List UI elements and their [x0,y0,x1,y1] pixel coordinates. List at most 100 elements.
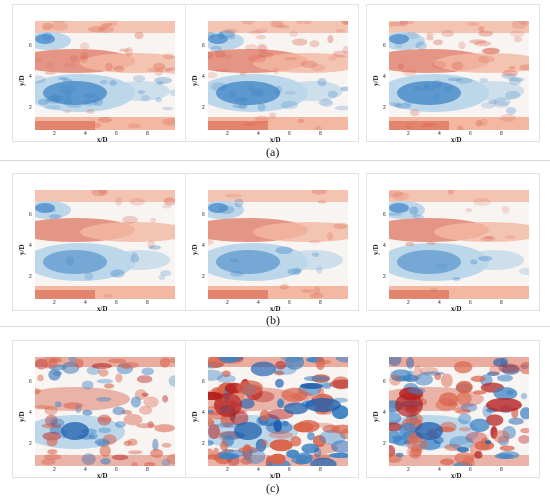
x-tick-label: 4 [84,131,87,137]
x-tick-label: 2 [53,131,56,137]
x-tick-label: 8 [146,300,149,306]
contour-field [389,190,529,299]
y-axis-label: y/D [191,75,199,86]
x-tick-label: 6 [288,467,291,473]
x-tick-label: 2 [226,300,229,306]
panel-a-3: 2 4 6 2 4 6 8 x/D y/D [366,4,540,144]
x-tick-label: 8 [500,131,503,137]
x-tick-label: 8 [500,300,503,306]
contour-image [35,190,175,299]
x-axis-label: x/D [451,305,462,313]
contour-field [208,21,348,130]
contour-image [208,190,348,299]
y-tick-label: 2 [383,274,386,280]
x-tick-label: 6 [115,131,118,137]
y-tick-label: 4 [202,410,205,416]
x-tick-label: 4 [257,467,260,473]
x-tick-label: 2 [407,467,410,473]
contour-field [208,357,348,466]
y-axis-label: y/D [191,411,199,422]
panel-label-a: (a) [266,145,280,159]
panel-a-1: 2 4 6 2 4 6 8 x/D y/D [12,4,186,144]
x-axis-label: x/D [451,472,462,480]
separator-middle [0,326,550,327]
y-tick-label: 2 [29,105,32,111]
panel-label-b: (b) [266,313,280,327]
panel-b-2: 2 4 6 2 4 6 8 x/D y/D [185,173,359,313]
x-tick-label: 6 [288,131,291,137]
x-tick-label: 2 [407,131,410,137]
contour-image [389,21,529,130]
x-axis-label: x/D [451,136,462,144]
x-tick-label: 6 [288,300,291,306]
y-tick-label: 4 [202,74,205,80]
y-tick-label: 2 [202,105,205,111]
contour-image [208,357,348,466]
panel-c-2: 2 4 6 2 4 6 8 x/D y/D [185,340,359,480]
panel-c-3: 2 4 6 2 4 6 8 x/D y/D [366,340,540,480]
y-axis-label: y/D [372,411,380,422]
x-axis-label: x/D [270,136,281,144]
y-axis-label: y/D [372,75,380,86]
y-tick-label: 6 [202,379,205,385]
x-tick-label: 6 [469,467,472,473]
y-tick-label: 4 [383,74,386,80]
y-tick-label: 2 [383,441,386,447]
y-axis-label: y/D [191,244,199,255]
y-tick-label: 4 [202,243,205,249]
y-tick-label: 2 [202,274,205,280]
x-axis-label: x/D [97,305,108,313]
y-tick-label: 2 [202,441,205,447]
y-tick-label: 2 [383,105,386,111]
x-tick-label: 6 [115,300,118,306]
x-tick-label: 6 [469,131,472,137]
y-tick-label: 6 [29,212,32,218]
y-tick-label: 6 [383,43,386,49]
y-tick-label: 6 [29,43,32,49]
x-tick-label: 4 [257,300,260,306]
x-axis-label: x/D [97,136,108,144]
x-tick-label: 4 [84,300,87,306]
contour-field [35,190,175,299]
x-tick-label: 2 [53,300,56,306]
x-tick-label: 4 [438,300,441,306]
contour-image [35,21,175,130]
contour-field [389,21,529,130]
y-tick-label: 6 [383,212,386,218]
x-axis-label: x/D [97,472,108,480]
contour-image [389,357,529,466]
x-tick-label: 8 [500,467,503,473]
x-tick-label: 4 [257,131,260,137]
y-axis-label: y/D [372,244,380,255]
x-axis-label: x/D [270,472,281,480]
x-tick-label: 8 [319,300,322,306]
x-tick-label: 4 [438,467,441,473]
y-tick-label: 6 [202,212,205,218]
separator-top [0,160,550,161]
contour-field [35,21,175,130]
contour-image [389,190,529,299]
x-tick-label: 6 [115,467,118,473]
panel-b-1: 2 4 6 2 4 6 8 x/D y/D [12,173,186,313]
x-tick-label: 8 [146,467,149,473]
y-tick-label: 6 [383,379,386,385]
x-tick-label: 4 [438,131,441,137]
contour-field [208,190,348,299]
y-tick-label: 4 [29,410,32,416]
x-tick-label: 2 [53,467,56,473]
contour-field [389,357,529,466]
y-axis-label: y/D [18,244,26,255]
x-tick-label: 4 [84,467,87,473]
y-axis-label: y/D [18,411,26,422]
x-tick-label: 2 [407,300,410,306]
panel-c-1: 2 4 6 2 4 6 8 x/D y/D [12,340,186,480]
y-tick-label: 4 [29,243,32,249]
y-axis-label: y/D [18,75,26,86]
x-tick-label: 8 [319,131,322,137]
contour-image [35,357,175,466]
y-tick-label: 6 [202,43,205,49]
y-tick-label: 4 [383,243,386,249]
x-tick-label: 2 [226,131,229,137]
y-tick-label: 4 [383,410,386,416]
contour-image [208,21,348,130]
